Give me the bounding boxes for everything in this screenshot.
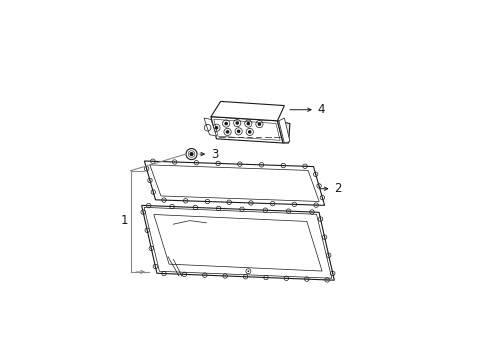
Polygon shape <box>211 117 283 143</box>
Polygon shape <box>142 205 334 280</box>
Circle shape <box>174 161 175 163</box>
Circle shape <box>149 180 150 181</box>
Circle shape <box>266 277 267 278</box>
Polygon shape <box>154 215 322 271</box>
Circle shape <box>322 197 323 198</box>
Circle shape <box>247 122 249 125</box>
Circle shape <box>316 204 317 206</box>
Circle shape <box>152 161 153 162</box>
Circle shape <box>147 230 148 231</box>
Circle shape <box>320 219 321 220</box>
Text: 1: 1 <box>121 214 128 227</box>
Circle shape <box>163 199 165 201</box>
Circle shape <box>306 279 307 280</box>
Text: 2: 2 <box>334 182 342 195</box>
Polygon shape <box>279 118 290 143</box>
Circle shape <box>184 274 185 275</box>
Circle shape <box>190 153 193 156</box>
Circle shape <box>207 201 208 202</box>
Polygon shape <box>150 165 319 202</box>
Polygon shape <box>211 102 284 121</box>
Circle shape <box>226 131 229 133</box>
Circle shape <box>288 211 289 212</box>
Circle shape <box>294 204 295 205</box>
Circle shape <box>224 275 226 276</box>
Circle shape <box>216 127 218 129</box>
Circle shape <box>258 123 261 125</box>
Polygon shape <box>144 207 332 278</box>
Circle shape <box>185 200 186 201</box>
Circle shape <box>196 162 197 163</box>
Circle shape <box>195 207 196 208</box>
Polygon shape <box>145 161 324 205</box>
Text: 3: 3 <box>211 148 219 161</box>
Circle shape <box>265 210 266 211</box>
Circle shape <box>245 276 246 277</box>
Circle shape <box>247 270 249 272</box>
Circle shape <box>225 122 227 125</box>
Circle shape <box>318 185 319 186</box>
Circle shape <box>242 209 243 210</box>
Circle shape <box>236 122 238 124</box>
Text: 4: 4 <box>318 103 325 116</box>
Circle shape <box>238 130 240 132</box>
Circle shape <box>153 192 154 193</box>
Circle shape <box>146 168 147 169</box>
Circle shape <box>239 163 241 165</box>
Circle shape <box>148 205 149 206</box>
Circle shape <box>143 212 144 213</box>
Circle shape <box>283 165 284 166</box>
Circle shape <box>315 174 316 175</box>
Circle shape <box>261 164 262 165</box>
Circle shape <box>304 166 306 167</box>
Circle shape <box>151 248 152 249</box>
Circle shape <box>332 273 333 274</box>
Circle shape <box>229 202 230 203</box>
Circle shape <box>204 275 205 276</box>
Circle shape <box>311 211 313 212</box>
Circle shape <box>272 203 273 204</box>
Circle shape <box>218 163 219 164</box>
Circle shape <box>324 237 325 238</box>
Circle shape <box>328 255 329 256</box>
Circle shape <box>248 131 251 133</box>
Polygon shape <box>277 121 290 143</box>
Circle shape <box>218 208 219 209</box>
Circle shape <box>286 278 287 279</box>
Polygon shape <box>204 118 217 136</box>
Circle shape <box>164 273 165 274</box>
Circle shape <box>155 266 156 267</box>
Circle shape <box>327 279 328 280</box>
Circle shape <box>250 202 251 203</box>
